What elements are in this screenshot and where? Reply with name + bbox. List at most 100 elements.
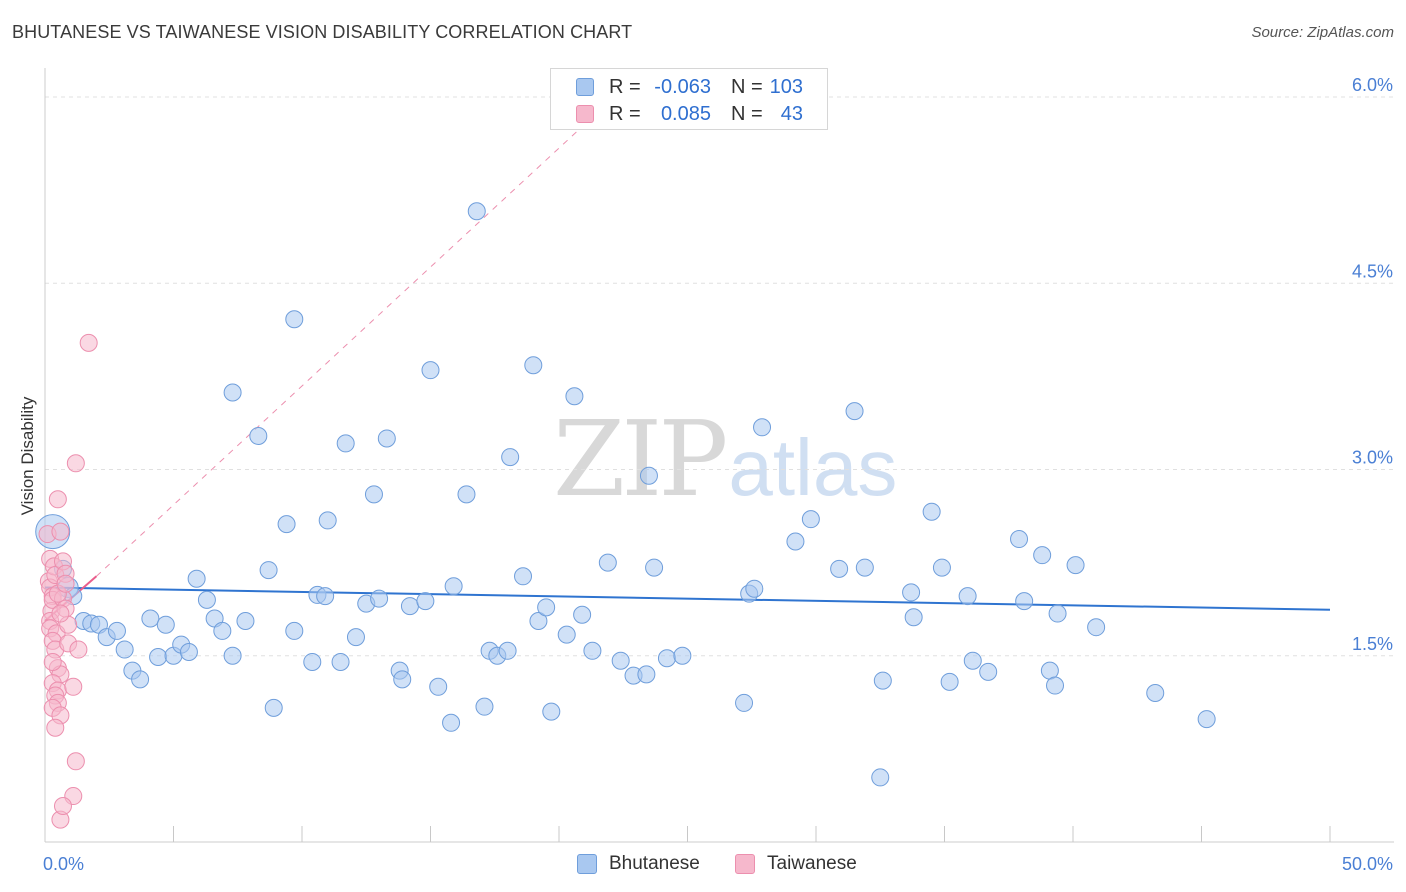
bhutanese-point: [156, 615, 175, 634]
bhutanese-point: [902, 583, 921, 602]
bhutanese-trend-line: [44, 586, 1331, 611]
bhutanese-point: [932, 558, 951, 577]
bhutanese-point: [583, 641, 602, 660]
bhutanese-point: [179, 643, 198, 662]
bhutanese-point: [639, 466, 658, 485]
taiwanese-point: [43, 652, 62, 671]
bhutanese-point: [637, 665, 656, 684]
x-tick-label-min: 0.0%: [43, 854, 84, 874]
trend-layer: [44, 123, 1331, 622]
legend-r-value: 0.085: [660, 103, 711, 125]
bhutanese-point: [141, 609, 160, 628]
bhutanese-point: [498, 641, 517, 660]
bottom-legend-label-bhutanese: Bhutanese: [609, 853, 700, 874]
bhutanese-point: [223, 383, 242, 402]
bhutanese-point: [316, 587, 335, 606]
bhutanese-point: [115, 640, 134, 659]
bhutanese-point: [429, 677, 448, 696]
bhutanese-point: [1033, 546, 1052, 565]
bhutanese-point: [457, 485, 476, 504]
bhutanese-point: [421, 361, 440, 380]
bhutanese-point: [1146, 684, 1165, 702]
bhutanese-point: [1046, 676, 1065, 695]
bhutanese-point: [529, 611, 548, 630]
legend-n-label: N =: [731, 103, 763, 125]
bhutanese-point: [565, 387, 584, 406]
y-tick-label: 6.0%: [1352, 75, 1393, 95]
bottom-legend-label-taiwanese: Taiwanese: [767, 853, 857, 874]
bhutanese-point: [801, 510, 820, 529]
bhutanese-point: [753, 418, 772, 437]
bhutanese-point: [958, 587, 977, 606]
bhutanese-point: [197, 590, 216, 609]
legend-row-taiwanese: R = 0.085 N = 43: [551, 101, 827, 127]
bhutanese-point: [830, 559, 849, 578]
taiwanese-trend-extension: [96, 123, 586, 577]
legend: R = -0.063 N = 103 R = 0.085 N = 43: [550, 68, 828, 130]
bhutanese-point: [285, 621, 304, 640]
bhutanese-point: [1087, 618, 1106, 637]
bhutanese-point: [318, 511, 337, 530]
legend-r-label: R =: [609, 103, 641, 125]
grid-layer: [45, 96, 1394, 657]
bhutanese-point: [745, 579, 764, 598]
taiwanese-point: [51, 522, 70, 541]
y-axis-title: Vision Disability: [18, 396, 37, 515]
label-layer: 1.5% 3.0% 4.5% 6.0% 0.0% 50.0% Vision Disabili…: [18, 75, 1393, 874]
bhutanese-point: [303, 652, 322, 671]
legend-n-value: 43: [780, 103, 803, 125]
bhutanese-point: [259, 561, 278, 580]
bhutanese-point: [364, 485, 383, 504]
point-layer: [35, 202, 1216, 829]
legend-swatch-taiwanese: [576, 105, 594, 123]
bhutanese-point: [377, 429, 396, 448]
bhutanese-point: [542, 702, 561, 721]
taiwanese-point: [66, 454, 85, 473]
taiwanese-point: [51, 604, 70, 623]
bhutanese-point: [107, 621, 126, 640]
bhutanese-point: [645, 558, 664, 577]
watermark-zip: ZIP: [553, 398, 728, 520]
chart-title: BHUTANESE VS TAIWANESE VISION DISABILITY…: [12, 22, 633, 42]
bhutanese-point: [400, 597, 419, 616]
bhutanese-point: [673, 646, 692, 665]
bhutanese-point: [331, 652, 350, 671]
watermark-atlas: atlas: [728, 423, 898, 512]
bhutanese-point: [285, 310, 304, 329]
chart-source: Source: ZipAtlas.com: [1251, 24, 1394, 41]
legend-row-bhutanese: R = -0.063 N = 103: [551, 74, 827, 100]
taiwanese-point: [66, 752, 85, 771]
bottom-legend-swatch-bhutanese: [577, 854, 597, 874]
bhutanese-point: [442, 713, 461, 732]
bhutanese-point: [979, 662, 998, 681]
watermark: ZIPatlas: [553, 398, 897, 520]
bhutanese-point: [131, 670, 150, 689]
bhutanese-point: [393, 670, 412, 689]
bhutanese-point: [223, 646, 242, 665]
bhutanese-point: [845, 402, 864, 421]
x-tick-label-max: 50.0%: [1342, 854, 1393, 874]
bhutanese-point: [786, 532, 805, 551]
legend-n-value: 103: [769, 76, 803, 98]
bhutanese-point: [557, 625, 576, 644]
bhutanese-point: [416, 592, 435, 611]
bhutanese-point: [336, 434, 355, 453]
bhutanese-point: [1015, 592, 1034, 611]
bhutanese-point: [187, 569, 206, 588]
bottom-legend-swatch-taiwanese: [735, 854, 755, 874]
bhutanese-point: [236, 611, 255, 630]
bhutanese-point: [922, 502, 941, 521]
bhutanese-point: [264, 698, 283, 717]
bhutanese-point: [213, 621, 232, 640]
taiwanese-point: [48, 490, 67, 509]
bhutanese-point: [1197, 710, 1216, 729]
legend-r-label: R =: [609, 76, 641, 98]
bhutanese-point: [444, 577, 463, 596]
legend-n-label: N =: [731, 76, 763, 98]
bhutanese-point: [873, 671, 892, 690]
bhutanese-point: [249, 426, 268, 445]
y-tick-label: 3.0%: [1352, 448, 1393, 468]
bhutanese-point: [1066, 556, 1085, 575]
bhutanese-point: [524, 356, 543, 375]
